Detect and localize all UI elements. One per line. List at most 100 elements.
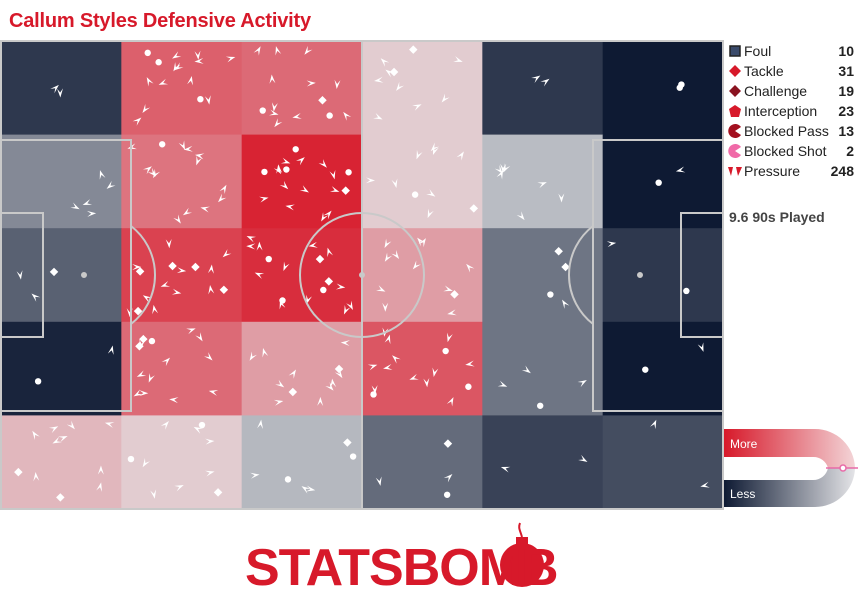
left-penalty-arc (130, 225, 157, 325)
pressure-marker (158, 78, 169, 85)
pressure-marker (391, 178, 398, 188)
zone-r3-c5 (602, 321, 724, 416)
pressure-marker (343, 305, 351, 315)
pressure-marker (375, 476, 382, 486)
pressure-marker (374, 76, 384, 83)
heatmap-zones (1, 41, 724, 510)
pressure-marker (285, 204, 295, 211)
pressure-marker (371, 385, 378, 395)
interception-marker (326, 112, 333, 119)
zone-r4-c5 (602, 415, 724, 510)
zone-r1-c4 (482, 134, 604, 229)
pressure-marker (365, 177, 376, 184)
pressure-marker (57, 88, 64, 98)
pressure-marker (323, 210, 332, 220)
action-markers (14, 45, 710, 502)
pressure-marker (409, 373, 419, 380)
pressure-marker (376, 285, 386, 292)
pressure-marker (139, 339, 146, 349)
pressure-marker (195, 332, 203, 342)
pressure-marker (446, 332, 453, 343)
legend-count: 19 (838, 83, 854, 99)
interception-marker (144, 49, 151, 57)
legend-item-blocked-shot: Blocked Shot 2 (727, 141, 857, 161)
tackle-marker (49, 267, 59, 277)
left-six-yard-box (0, 212, 44, 338)
pressure-marker (516, 211, 525, 221)
zone-r1-c0 (1, 134, 122, 229)
pressure-marker (70, 202, 80, 210)
legend-count: 13 (838, 123, 854, 139)
tackle-marker (318, 95, 327, 105)
legend-item-interception: Interception 23 (727, 101, 857, 121)
pressure-marker (423, 378, 430, 388)
tackle-marker (561, 262, 570, 272)
pressure-marker (194, 50, 201, 60)
scale-less-band (724, 468, 855, 508)
tackle-marker (409, 45, 418, 54)
pressure-marker (259, 196, 269, 203)
interception-marker (536, 402, 544, 409)
pressure-marker (367, 364, 378, 371)
pressure-marker (562, 299, 570, 309)
pressure-marker (86, 210, 97, 217)
pressure-marker (540, 78, 550, 87)
legend-label: Blocked Shot (744, 143, 827, 159)
tackle-marker (56, 493, 65, 502)
pressure-marker (329, 169, 336, 180)
pressure-marker (412, 260, 421, 270)
pressure-marker (279, 180, 289, 190)
pressure-marker (254, 272, 265, 279)
pressure-marker (606, 241, 617, 248)
pressure-marker (136, 370, 147, 377)
pressure-marker (225, 56, 236, 63)
pressure-marker (31, 293, 41, 302)
legend-count: 31 (838, 63, 854, 79)
pressure-marker (418, 238, 426, 248)
interception-marker (642, 366, 649, 373)
zone-r4-c0 (1, 415, 122, 510)
pressure-marker (432, 367, 439, 377)
pressure-marker (204, 95, 211, 105)
tackle-marker (14, 467, 23, 477)
scale-more-band (724, 429, 855, 468)
tackle-marker (135, 267, 145, 276)
pitch-lines (0, 40, 724, 510)
zone-r3-c3 (362, 321, 483, 416)
pressure-marker (200, 206, 210, 213)
legend-label: Pressure (744, 163, 801, 179)
diamond-icon (727, 63, 743, 79)
pressure-marker (373, 112, 383, 120)
pressure-marker (391, 250, 400, 260)
legend-item-blocked-pass: Blocked Pass 13 (727, 121, 857, 141)
pressure-marker (301, 486, 311, 494)
pressure-marker (52, 436, 62, 444)
right-penalty-arc (567, 225, 594, 325)
pressure-marker (466, 263, 475, 273)
legend-label: Interception (744, 103, 818, 119)
pressure-marker (321, 212, 329, 222)
minutes-played: 9.6 90s Played (729, 209, 825, 225)
pressure-icon (727, 163, 743, 179)
zone-r0-c0 (1, 41, 122, 136)
interception-marker (158, 141, 166, 148)
pressure-marker (446, 397, 454, 407)
zone-r3-c1 (121, 321, 243, 416)
zone-r4-c1 (121, 415, 243, 510)
left-penalty-spot (81, 272, 87, 278)
interception-marker (465, 383, 472, 390)
pressure-marker (33, 472, 40, 482)
pressure-marker (161, 357, 171, 367)
legend-count: 248 (830, 163, 854, 179)
pressure-marker (82, 199, 93, 206)
centre-spot (359, 272, 365, 278)
pressure-marker (305, 485, 316, 492)
pressure-marker (186, 328, 196, 335)
pressure-marker (32, 430, 40, 440)
pressure-marker (133, 389, 143, 397)
pressure-marker (222, 249, 232, 258)
pressure-marker (146, 77, 154, 87)
legend-item-pressure: Pressure 248 (727, 161, 857, 181)
pressure-marker (193, 426, 204, 434)
pressure-marker (275, 379, 285, 388)
